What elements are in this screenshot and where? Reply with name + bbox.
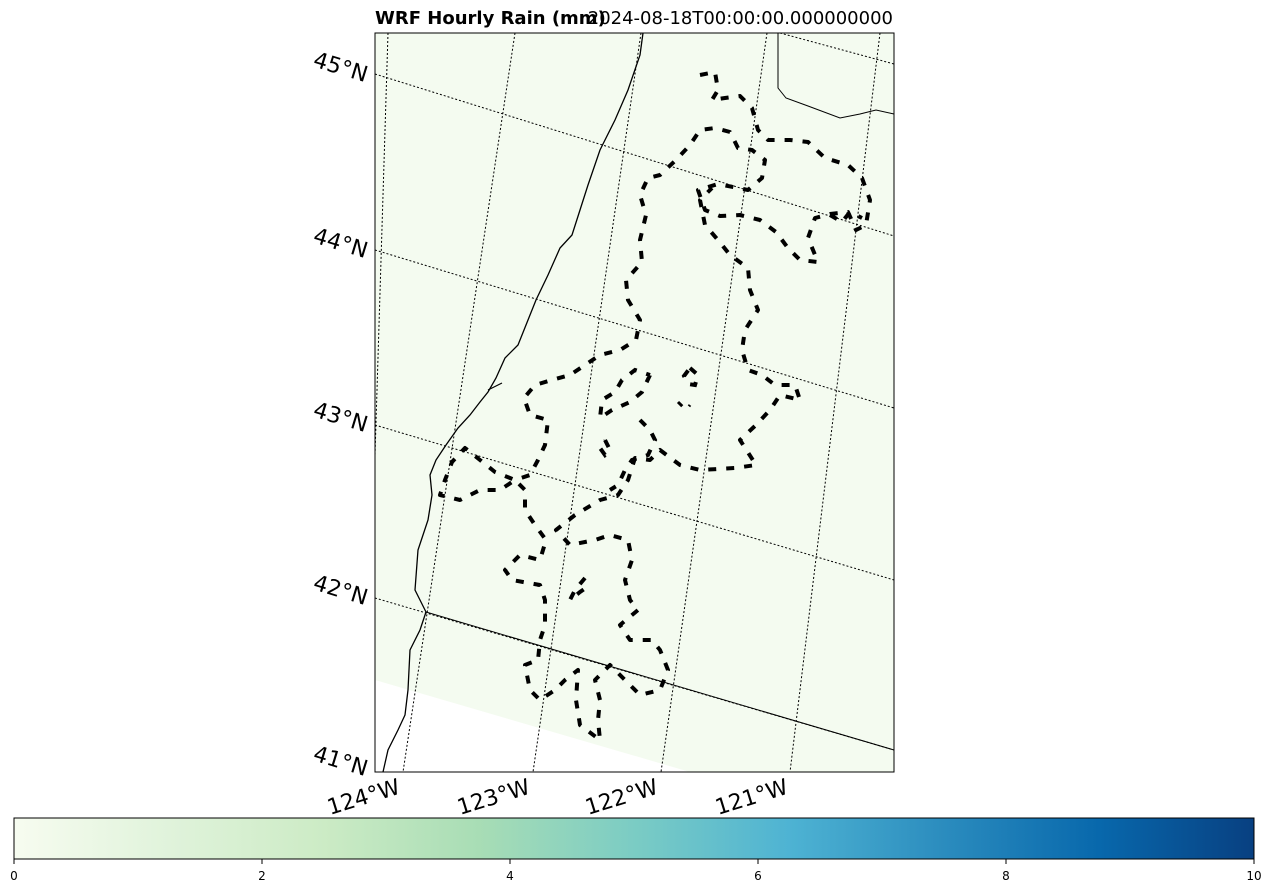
contour-inner-g xyxy=(828,209,863,225)
lon-label-121: 121°W xyxy=(712,775,791,821)
contour-inner-c xyxy=(597,438,613,459)
contour-inner-b xyxy=(681,366,701,388)
gridline-lon-121 xyxy=(789,33,881,772)
colorbar-tick-label: 6 xyxy=(754,869,762,883)
latitude-labels: 45°N 44°N 43°N 42°N 41°N xyxy=(310,48,370,782)
map-background xyxy=(375,33,894,772)
lon-label-123: 123°W xyxy=(454,775,533,821)
longitude-gridlines xyxy=(375,33,881,772)
latitude-gridlines xyxy=(375,33,894,751)
contour-inner-a xyxy=(597,367,652,423)
colorbar-bar xyxy=(13,817,1255,860)
gridline-lon-124b xyxy=(402,33,516,772)
lon-label-122: 122°W xyxy=(582,775,661,821)
contour-inner-e xyxy=(676,400,692,413)
state-border-north xyxy=(777,33,894,119)
plot-title: WRF Hourly Rain (mm) xyxy=(375,8,606,29)
longitude-labels: 124°W 123°W 122°W 121°W xyxy=(324,775,791,821)
gridline-lon-123 xyxy=(532,33,642,772)
plot-time-label: 2024-08-18T00:00:00.000000000 xyxy=(587,8,893,29)
gridline-lat-45 xyxy=(375,73,894,237)
state-border xyxy=(425,611,894,751)
colorbar-ticks: 0 2 4 6 8 10 xyxy=(10,859,1262,883)
lon-label-124: 124°W xyxy=(324,775,403,821)
lat-label-45: 45°N xyxy=(310,48,370,88)
map-panel xyxy=(375,33,894,772)
colorbar-tick-label: 8 xyxy=(1002,869,1010,883)
colorbar: 0 2 4 6 8 10 xyxy=(10,817,1262,883)
colorbar-tick-label: 4 xyxy=(506,869,514,883)
lat-label-44: 44°N xyxy=(310,224,370,264)
coastline xyxy=(382,33,644,772)
outside-domain-area xyxy=(375,680,690,772)
colorbar-tick-label: 2 xyxy=(258,869,266,883)
lat-label-43: 43°N xyxy=(310,398,370,438)
contour-inner-f xyxy=(568,576,592,602)
contour-outline xyxy=(438,70,872,742)
coastal-spit xyxy=(487,382,503,391)
map-frame xyxy=(374,32,895,773)
lat-label-42: 42°N xyxy=(310,571,370,611)
colorbar-tick-label: 0 xyxy=(10,869,18,883)
gridline-lat-44 xyxy=(375,249,894,409)
colorbar-tick-label: 10 xyxy=(1246,869,1261,883)
gridline-lon-122 xyxy=(660,33,768,772)
rain-contours xyxy=(438,70,872,742)
lat-label-41: 41°N xyxy=(310,742,370,782)
